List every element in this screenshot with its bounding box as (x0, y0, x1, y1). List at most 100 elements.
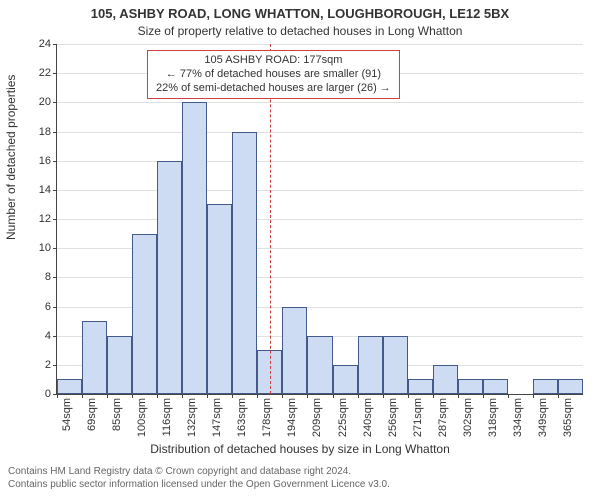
x-tick-mark (358, 394, 359, 398)
annotation-line: ← 77% of detached houses are smaller (91… (156, 68, 391, 82)
histogram-bar (307, 336, 332, 394)
x-tick-label: 132sqm (186, 398, 198, 437)
histogram-bar (282, 307, 307, 395)
histogram-bar (82, 321, 107, 394)
y-tick-label: 22 (39, 67, 51, 79)
chart-container: 105, ASHBY ROAD, LONG WHATTON, LOUGHBORO… (0, 0, 600, 500)
y-tick-mark (53, 161, 57, 162)
y-tick-label: 2 (45, 359, 51, 371)
histogram-bar (157, 161, 182, 394)
y-tick-label: 24 (39, 38, 51, 50)
x-tick-mark (157, 394, 158, 398)
y-tick-label: 18 (39, 126, 51, 138)
x-tick-label: 100sqm (136, 398, 148, 437)
x-tick-mark (107, 394, 108, 398)
annotation-box: 105 ASHBY ROAD: 177sqm← 77% of detached … (147, 50, 400, 99)
annotation-line: 105 ASHBY ROAD: 177sqm (156, 54, 391, 68)
y-tick-label: 14 (39, 184, 51, 196)
y-tick-label: 20 (39, 96, 51, 108)
annotation-line: 22% of semi-detached houses are larger (… (156, 82, 391, 96)
x-tick-mark (333, 394, 334, 398)
x-tick-label: 349sqm (537, 398, 549, 437)
gridline (57, 44, 583, 45)
plot-area: 02468101214161820222454sqm69sqm85sqm100s… (56, 44, 583, 395)
y-tick-label: 0 (45, 388, 51, 400)
y-tick-label: 6 (45, 301, 51, 313)
x-tick-label: 85sqm (111, 398, 123, 431)
x-tick-label: 116sqm (161, 398, 173, 436)
x-tick-label: 54sqm (61, 398, 73, 431)
y-tick-mark (53, 132, 57, 133)
y-tick-mark (53, 102, 57, 103)
x-tick-mark (232, 394, 233, 398)
x-tick-mark (57, 394, 58, 398)
footnote-line-2: Contains public sector information licen… (8, 479, 592, 491)
gridline (57, 102, 583, 103)
x-tick-label: 302sqm (462, 398, 474, 437)
y-tick-label: 4 (45, 330, 51, 342)
histogram-bar (107, 336, 132, 394)
x-tick-mark (408, 394, 409, 398)
x-tick-label: 163sqm (236, 398, 248, 437)
x-tick-mark (282, 394, 283, 398)
x-tick-mark (207, 394, 208, 398)
x-tick-mark (182, 394, 183, 398)
footnote-line-1: Contains HM Land Registry data © Crown c… (8, 466, 592, 478)
y-tick-mark (53, 307, 57, 308)
y-tick-mark (53, 73, 57, 74)
y-tick-mark (53, 219, 57, 220)
x-tick-mark (508, 394, 509, 398)
histogram-bar (132, 234, 157, 394)
histogram-bar (458, 379, 483, 394)
x-tick-label: 209sqm (311, 398, 323, 437)
x-tick-label: 256sqm (387, 398, 399, 437)
x-tick-mark (307, 394, 308, 398)
x-tick-label: 287sqm (437, 398, 449, 437)
x-tick-label: 318sqm (487, 398, 499, 437)
histogram-bar (358, 336, 383, 394)
x-tick-mark (558, 394, 559, 398)
y-tick-mark (53, 44, 57, 45)
histogram-bar (558, 379, 583, 394)
y-tick-mark (53, 277, 57, 278)
histogram-bar (408, 379, 433, 394)
histogram-bar (232, 132, 257, 395)
x-tick-label: 240sqm (362, 398, 374, 437)
x-tick-label: 225sqm (337, 398, 349, 437)
chart-subtitle: Size of property relative to detached ho… (0, 24, 600, 38)
x-tick-mark (458, 394, 459, 398)
gridline (57, 219, 583, 220)
x-tick-label: 271sqm (412, 398, 424, 437)
histogram-bar (207, 204, 232, 394)
y-tick-label: 16 (39, 155, 51, 167)
x-tick-label: 334sqm (512, 398, 524, 437)
histogram-bar (333, 365, 358, 394)
x-tick-mark (433, 394, 434, 398)
x-tick-mark (533, 394, 534, 398)
x-tick-mark (132, 394, 133, 398)
histogram-bar (182, 102, 207, 394)
histogram-bar (533, 379, 558, 394)
y-axis-label: Number of detached properties (4, 75, 18, 240)
histogram-bar (383, 336, 408, 394)
x-tick-mark (257, 394, 258, 398)
histogram-bar (433, 365, 458, 394)
gridline (57, 132, 583, 133)
x-tick-mark (483, 394, 484, 398)
chart-title: 105, ASHBY ROAD, LONG WHATTON, LOUGHBORO… (0, 6, 600, 21)
x-tick-label: 178sqm (261, 398, 273, 437)
x-tick-mark (383, 394, 384, 398)
y-tick-mark (53, 336, 57, 337)
y-tick-label: 10 (39, 242, 51, 254)
x-tick-label: 194sqm (286, 398, 298, 437)
x-tick-label: 365sqm (562, 398, 574, 437)
y-tick-label: 8 (45, 271, 51, 283)
y-tick-mark (53, 365, 57, 366)
gridline (57, 190, 583, 191)
x-axis-label: Distribution of detached houses by size … (0, 442, 600, 456)
histogram-bar (57, 379, 82, 394)
y-tick-mark (53, 248, 57, 249)
y-tick-mark (53, 190, 57, 191)
x-tick-label: 147sqm (211, 398, 223, 437)
gridline (57, 161, 583, 162)
